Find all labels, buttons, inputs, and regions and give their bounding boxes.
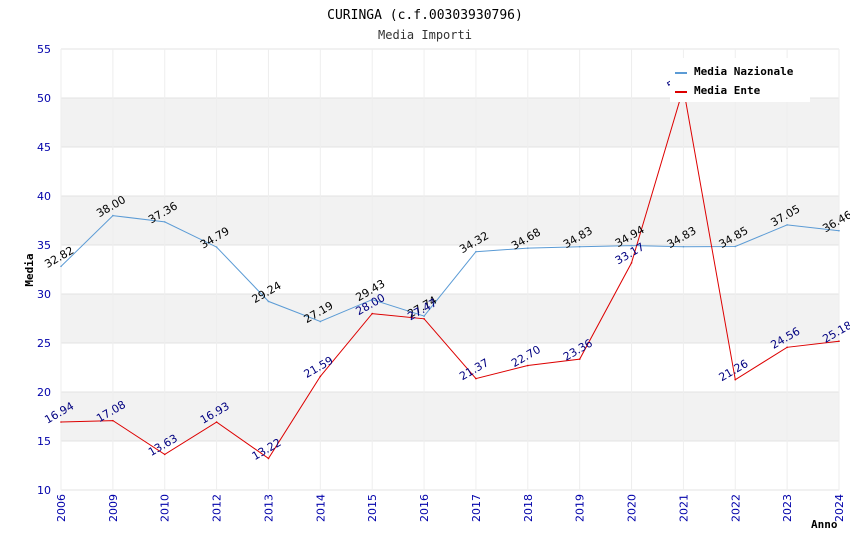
data-point <box>423 317 425 320</box>
legend-label-ente: Media Ente <box>694 84 761 97</box>
x-tick-label: 2015 <box>366 494 379 522</box>
data-point <box>838 229 840 232</box>
x-axis-ticks: 2006 2009 2010 2012 2013 2014 2015 2016 2017 2018… <box>55 494 846 522</box>
grid-band <box>61 147 839 196</box>
y-tick-label: 40 <box>37 190 51 203</box>
series-line-media-nazionale <box>60 215 840 323</box>
grid-band <box>61 196 839 245</box>
grid-band <box>61 392 839 441</box>
x-tick-label: 2021 <box>677 494 690 522</box>
data-point <box>838 340 840 343</box>
data-point <box>371 298 374 301</box>
x-tick-label: 2012 <box>211 494 224 522</box>
data-point <box>578 245 581 248</box>
legend-background <box>670 58 810 102</box>
data-point <box>267 300 270 303</box>
y-tick-label: 25 <box>37 337 51 350</box>
y-tick-label: 50 <box>37 92 51 105</box>
data-point <box>475 377 477 380</box>
x-tick-label: 2020 <box>626 494 639 522</box>
y-tick-label: 45 <box>37 141 51 154</box>
data-point <box>423 315 425 317</box>
x-tick-label: 2010 <box>159 494 172 522</box>
chart-subtitle: Media Importi <box>378 28 472 42</box>
y-tick-label: 20 <box>37 386 51 399</box>
data-point <box>112 419 114 422</box>
legend: Media Nazionale Media Ente <box>670 58 810 102</box>
x-tick-label: 2019 <box>574 494 587 522</box>
grid-band <box>61 343 839 392</box>
grid-band <box>61 245 839 294</box>
data-point <box>630 262 633 264</box>
x-axis-label: Anno <box>811 518 838 531</box>
grid-band <box>61 98 839 147</box>
x-tick-label: 2006 <box>55 494 68 522</box>
data-point <box>215 421 218 423</box>
data-point <box>163 221 166 223</box>
data-point <box>527 247 529 249</box>
data-point <box>682 245 685 248</box>
x-tick-label: 2016 <box>418 494 431 522</box>
x-tick-label: 2023 <box>781 494 794 522</box>
data-point <box>734 245 737 248</box>
data-point <box>60 421 62 423</box>
series-lines <box>60 87 840 460</box>
x-tick-label: 2024 <box>833 494 846 522</box>
y-tick-label: 30 <box>37 288 51 301</box>
data-point <box>319 320 322 323</box>
x-tick-label: 2017 <box>470 494 483 522</box>
x-tick-label: 2014 <box>314 494 327 522</box>
grid-band <box>61 441 839 490</box>
y-tick-label: 35 <box>37 239 51 252</box>
data-point <box>527 364 529 367</box>
y-axis-label: Media <box>23 253 36 286</box>
x-tick-label: 2013 <box>262 494 275 522</box>
grid-bands <box>61 49 839 490</box>
data-point <box>112 214 114 217</box>
legend-label-naz: Media Nazionale <box>694 65 794 78</box>
y-axis-ticks: 10 15 20 25 30 35 40 45 50 55 <box>37 43 51 497</box>
data-point <box>319 375 322 378</box>
data-point <box>786 224 788 226</box>
data-point <box>578 358 581 360</box>
data-point <box>734 378 737 381</box>
data-point <box>371 312 374 315</box>
y-tick-label: 10 <box>37 484 51 497</box>
x-tick-label: 2022 <box>729 494 742 522</box>
data-point <box>215 246 218 248</box>
x-tick-label: 2018 <box>522 494 535 522</box>
data-point <box>267 457 270 460</box>
data-point <box>786 346 788 349</box>
data-point <box>163 453 166 456</box>
data-point <box>60 265 62 268</box>
grid-lines <box>60 48 840 491</box>
y-tick-label: 15 <box>37 435 51 448</box>
x-tick-label: 2009 <box>107 494 120 522</box>
data-point <box>630 244 633 247</box>
series-line-media-ente <box>60 88 840 460</box>
grid-band <box>61 294 839 343</box>
data-point <box>475 250 477 253</box>
chart-title: CURINGA (c.f.00303930796) <box>327 8 523 23</box>
y-tick-label: 55 <box>37 43 51 56</box>
